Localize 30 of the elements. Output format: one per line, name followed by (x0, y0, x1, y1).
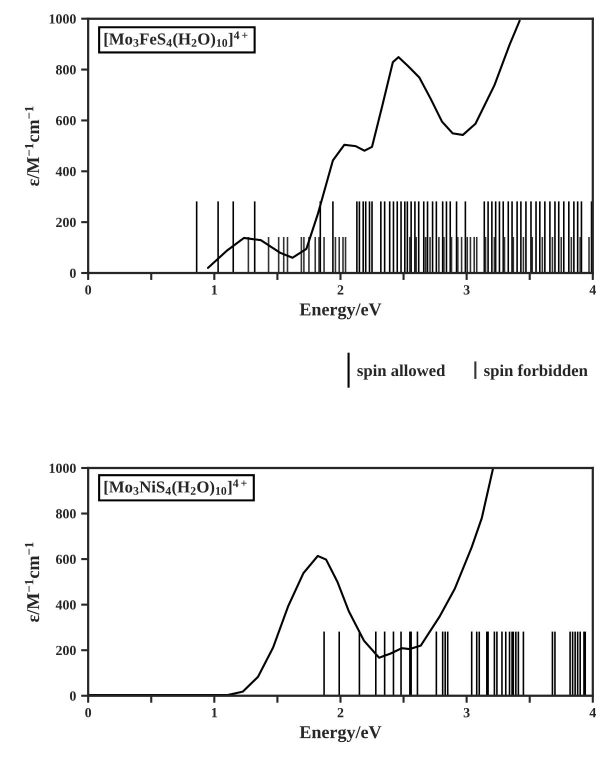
x-axis-title: Energy/eV (300, 726, 382, 742)
y-tick-label: 1000 (50, 14, 76, 24)
text: [Mo$_{3}$FeS$_{4}$(H$_{2}$O)$_{10}$]$^{4+}$ (104, 31, 248, 48)
y-tick-label: 0 (70, 268, 76, 278)
y-tick-label: 1000 (50, 464, 76, 473)
legend-label: spin allowed (357, 364, 446, 380)
y-tick-label: 200 (56, 646, 76, 656)
y-axis-title: ε/M$^{−1}$cm$^{−1}$ (24, 542, 40, 622)
x-tick-label: 4 (590, 708, 596, 718)
y-axis-title: ε/M$^{−1}$cm$^{−1}$ (24, 106, 40, 186)
x-axis-title: Energy/eV (300, 303, 382, 320)
x-tick-label: 3 (464, 285, 470, 295)
y-tick-label: 800 (56, 509, 76, 519)
x-tick-label: 1 (212, 708, 218, 718)
x-tick-label: 3 (464, 708, 470, 718)
x-tick-label: 2 (338, 708, 344, 718)
y-tick-label: 600 (56, 554, 76, 564)
x-tick-label: 4 (590, 285, 596, 294)
y-tick-label: 400 (56, 600, 76, 610)
y-tick-label: 200 (56, 218, 76, 228)
text: [Mo$_{3}$NiS$_{4}$(H$_{2}$O)$_{10}$]$^{4+}$ (104, 479, 247, 496)
y-tick-label: 800 (56, 65, 76, 75)
x-tick-label: 0 (85, 708, 92, 718)
y-tick-label: 400 (56, 166, 76, 176)
x-tick-label: 0 (85, 285, 92, 295)
y-tick-label: 0 (70, 691, 76, 701)
x-tick-label: 2 (338, 285, 344, 294)
legend-label: spin forbidden (484, 364, 588, 380)
y-tick-label: 600 (56, 116, 76, 126)
x-tick-label: 1 (212, 285, 218, 294)
